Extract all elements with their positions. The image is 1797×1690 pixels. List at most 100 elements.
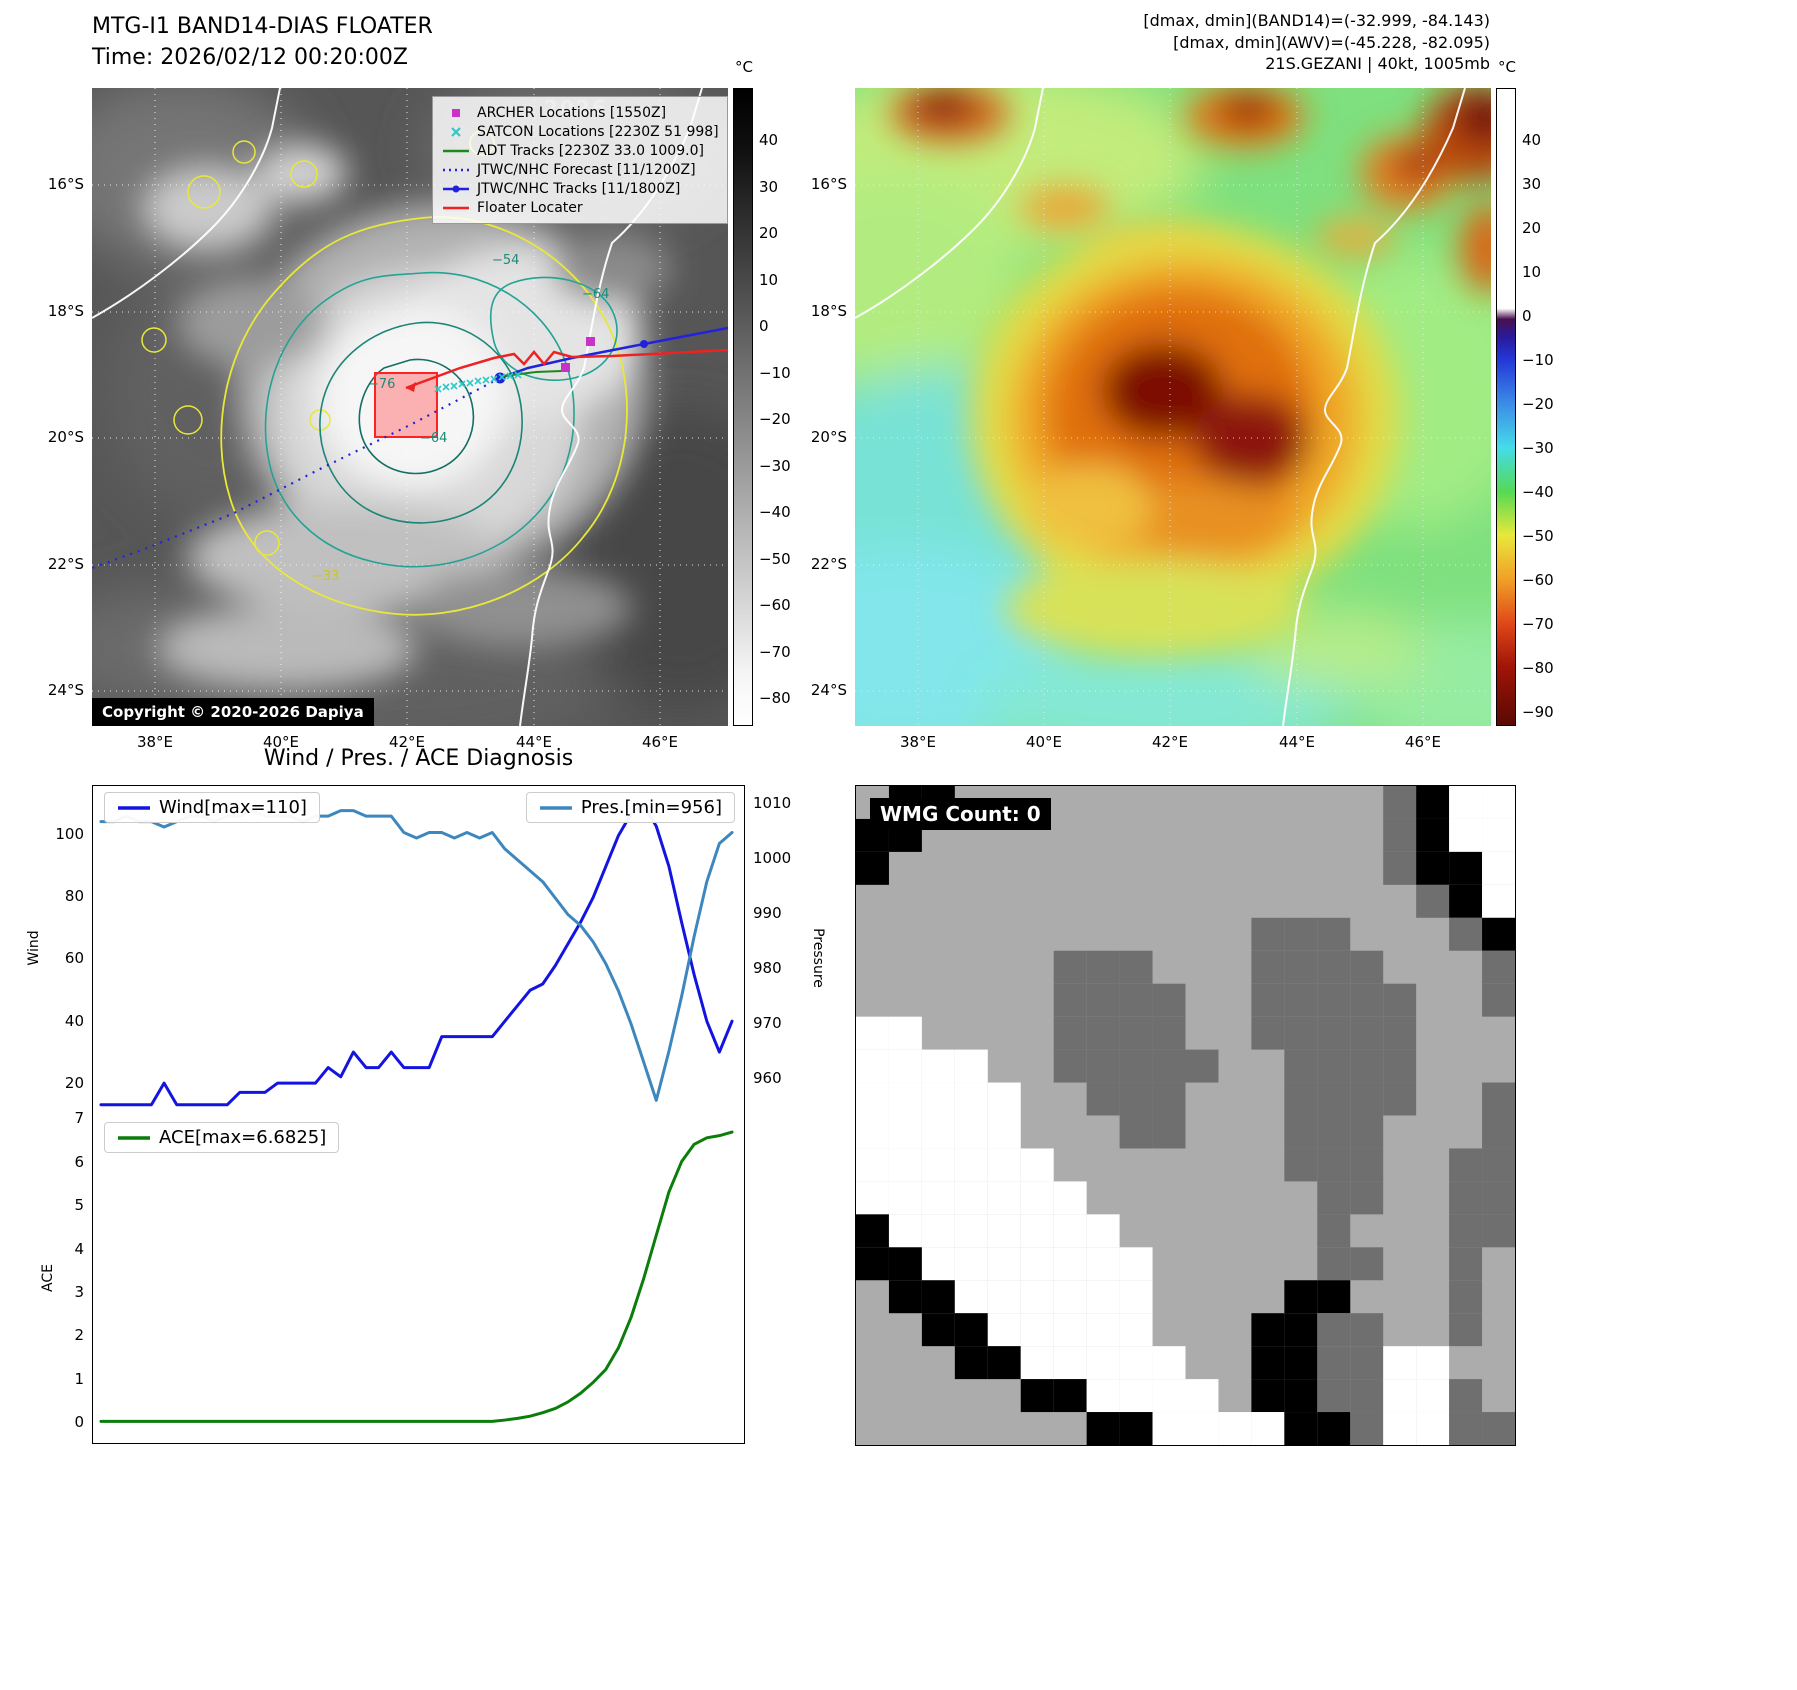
wind-line-swatch bbox=[118, 805, 150, 810]
awv-colorbar-tick: 0 bbox=[1522, 307, 1532, 325]
awv-colorbar-tick: 30 bbox=[1522, 175, 1542, 193]
pressure-tick-label: 1010 bbox=[753, 794, 792, 813]
awv-colorbar-tick: −40 bbox=[1522, 483, 1554, 501]
awv-colorbar-tick: −90 bbox=[1522, 703, 1554, 721]
lat-label: 22°S bbox=[47, 555, 84, 573]
awv-colorbar-tick: −50 bbox=[1522, 527, 1554, 545]
awv-enhanced-map bbox=[855, 88, 1491, 726]
legend-item: ADT Tracks [2230Z 33.0 1009.0] bbox=[441, 141, 719, 160]
awv-colorbar-tick: −70 bbox=[1522, 615, 1554, 633]
wmg-cell bbox=[1350, 1346, 1384, 1380]
legend-item-label: ADT Tracks [2230Z 33.0 1009.0] bbox=[477, 142, 704, 159]
wmg-cell bbox=[1284, 1280, 1318, 1314]
awv-panel-header: [dmax, dmin](BAND14)=(-32.999, -84.143) … bbox=[1050, 10, 1490, 75]
wmg-cell bbox=[856, 1247, 889, 1281]
lat-label: 18°S bbox=[810, 302, 847, 320]
wmg-count-badge: WMG Count: 0 bbox=[870, 798, 1051, 830]
wmg-cell bbox=[856, 1016, 889, 1050]
wmg-cell bbox=[1383, 818, 1417, 852]
wmg-cell bbox=[856, 851, 889, 885]
wmg-cell bbox=[888, 1049, 922, 1083]
wind-tick-label: 60 bbox=[64, 949, 84, 968]
wmg-cell bbox=[987, 1280, 1021, 1314]
wind-legend: Wind[max=110] bbox=[104, 792, 320, 823]
awv-warm-cloud-tops bbox=[890, 88, 1491, 293]
wmg-cell bbox=[1053, 1016, 1087, 1050]
lon-label: 46°E bbox=[1404, 733, 1442, 751]
wmg-cell bbox=[1053, 1247, 1087, 1281]
dotted-marker-icon bbox=[443, 168, 469, 171]
wmg-cell bbox=[1119, 1379, 1153, 1413]
wmg-cell bbox=[1251, 1346, 1285, 1380]
wmg-cell bbox=[1086, 1379, 1120, 1413]
legend-item-label: JTWC/NHC Forecast [11/1200Z] bbox=[477, 161, 696, 178]
lon-label: 40°E bbox=[262, 733, 300, 751]
wmg-cell bbox=[1317, 1214, 1351, 1248]
wmg-cell bbox=[856, 1082, 889, 1116]
wmg-cell bbox=[1416, 1412, 1450, 1445]
ace-tick-label: 4 bbox=[74, 1239, 84, 1258]
wmg-cell bbox=[1317, 1148, 1351, 1182]
jtwc-track-point bbox=[640, 340, 648, 348]
storm-tracks bbox=[92, 326, 728, 570]
lat-label: 20°S bbox=[47, 428, 84, 446]
line-marker-icon bbox=[443, 206, 469, 209]
ace-tick-label: 1 bbox=[74, 1369, 84, 1388]
wmg-cell bbox=[1449, 818, 1483, 852]
wmg-cell bbox=[888, 1280, 922, 1314]
wmg-cell bbox=[1119, 1247, 1153, 1281]
wmg-cell bbox=[1482, 884, 1515, 918]
wmg-cell bbox=[1152, 1082, 1186, 1116]
wmg-cell bbox=[1317, 1115, 1351, 1149]
wind-pressure-chart bbox=[92, 785, 745, 1115]
wmg-cell bbox=[1020, 1214, 1054, 1248]
lon-label: 44°E bbox=[1278, 733, 1316, 751]
ace-legend: ACE[max=6.6825] bbox=[104, 1122, 340, 1153]
wmg-cell bbox=[1053, 1181, 1087, 1215]
wmg-cell bbox=[1416, 1379, 1450, 1413]
floater-locater-line bbox=[405, 348, 728, 390]
wmg-cell bbox=[987, 1115, 1021, 1149]
ace-line-swatch bbox=[118, 1135, 150, 1140]
wmg-cell bbox=[1152, 1049, 1186, 1083]
wmg-cell bbox=[1119, 983, 1153, 1017]
wmg-cell bbox=[1251, 1313, 1285, 1347]
lon-label: 38°E bbox=[136, 733, 174, 751]
wmg-cell bbox=[921, 1181, 955, 1215]
wmg-cell bbox=[1284, 1049, 1318, 1083]
wmg-cell bbox=[1185, 1412, 1219, 1445]
satcon-markers bbox=[434, 371, 522, 393]
legend-item-label: JTWC/NHC Tracks [11/1800Z] bbox=[477, 180, 681, 197]
wmg-cell bbox=[1416, 818, 1450, 852]
lat-label: 18°S bbox=[47, 302, 84, 320]
wmg-cell bbox=[1053, 1049, 1087, 1083]
awv-colorbar-tick: −30 bbox=[1522, 439, 1554, 457]
pressure-tick-label: 960 bbox=[753, 1069, 782, 1088]
wmg-cell bbox=[1251, 983, 1285, 1017]
wmg-cell bbox=[1350, 1247, 1384, 1281]
awv-colorbar-tick: 10 bbox=[1522, 263, 1542, 281]
lat-label: 24°S bbox=[810, 681, 847, 699]
wmg-cell bbox=[1383, 1346, 1417, 1380]
wmg-cell bbox=[1284, 1082, 1318, 1116]
wmg-cell bbox=[1020, 1379, 1054, 1413]
wmg-cell bbox=[1284, 1148, 1318, 1182]
awv-storm-core bbox=[970, 223, 1400, 656]
lat-label: 16°S bbox=[47, 175, 84, 193]
storm-cloud-shield bbox=[142, 145, 672, 690]
ace-tick-label: 2 bbox=[74, 1326, 84, 1345]
wind-tick-label: 20 bbox=[64, 1073, 84, 1092]
wmg-cell bbox=[1350, 1016, 1384, 1050]
contour-label: −33 bbox=[312, 569, 339, 584]
lon-label: 44°E bbox=[515, 733, 553, 751]
wmg-cell bbox=[1317, 1280, 1351, 1314]
ace-plot bbox=[99, 1130, 734, 1423]
wmg-cell bbox=[1152, 1016, 1186, 1050]
band14-colorbar-unit: °C bbox=[735, 58, 753, 76]
wmg-cell bbox=[1053, 1379, 1087, 1413]
wmg-cell bbox=[1317, 1082, 1351, 1116]
lon-label: 42°E bbox=[388, 733, 426, 751]
wmg-cell bbox=[1317, 1016, 1351, 1050]
legend-item: Floater Locater bbox=[441, 198, 719, 217]
